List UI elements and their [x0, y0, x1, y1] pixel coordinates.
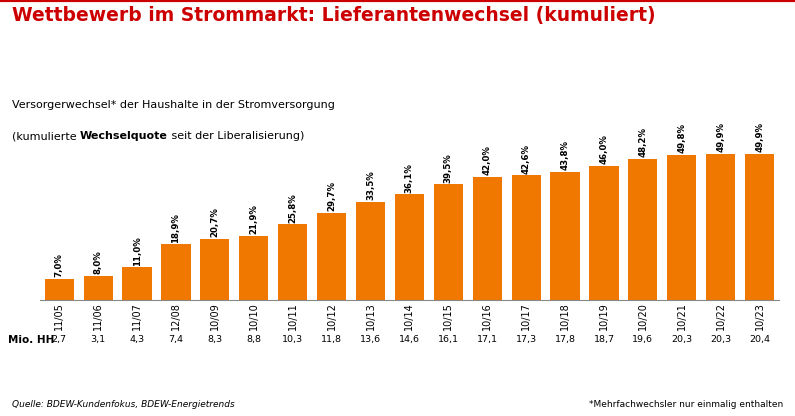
Text: 20,4: 20,4: [749, 335, 770, 344]
Text: 49,9%: 49,9%: [716, 122, 725, 152]
Text: 49,8%: 49,8%: [677, 123, 686, 153]
Bar: [745, 154, 774, 300]
Text: 18,9%: 18,9%: [172, 213, 180, 243]
Bar: [200, 239, 230, 300]
Text: 42,6%: 42,6%: [522, 144, 531, 174]
Text: 8,8: 8,8: [246, 335, 262, 344]
Text: 13,6: 13,6: [360, 335, 381, 344]
Bar: [628, 159, 657, 300]
Text: 21,9%: 21,9%: [250, 204, 258, 234]
Text: 11,0%: 11,0%: [133, 236, 142, 266]
Text: Versorgerwechsel* der Haushalte in der Stromversorgung: Versorgerwechsel* der Haushalte in der S…: [12, 100, 335, 110]
Bar: [317, 213, 346, 300]
Bar: [667, 154, 696, 300]
Text: *Mehrfachwechsler nur einmalig enthalten: *Mehrfachwechsler nur einmalig enthalten: [589, 399, 783, 409]
Bar: [356, 202, 385, 300]
Text: 46,0%: 46,0%: [599, 134, 608, 164]
Text: Mio. HH: Mio. HH: [8, 335, 54, 345]
Text: Wettbewerb im Strommarkt: Lieferantenwechsel (kumuliert): Wettbewerb im Strommarkt: Lieferantenwec…: [12, 6, 656, 25]
Bar: [122, 267, 152, 300]
Text: 49,9%: 49,9%: [755, 122, 764, 152]
Text: 7,0%: 7,0%: [55, 253, 64, 277]
Bar: [589, 166, 619, 300]
Bar: [511, 176, 541, 300]
Bar: [706, 154, 735, 300]
Text: 17,8: 17,8: [555, 335, 576, 344]
Text: 36,1%: 36,1%: [405, 163, 414, 193]
Bar: [473, 177, 502, 300]
Bar: [395, 194, 424, 300]
Text: 19,6: 19,6: [632, 335, 653, 344]
Text: 20,3: 20,3: [671, 335, 692, 344]
Text: 18,7: 18,7: [594, 335, 615, 344]
Text: 48,2%: 48,2%: [638, 127, 647, 157]
Bar: [239, 236, 269, 300]
Text: 25,8%: 25,8%: [288, 193, 297, 223]
Bar: [278, 224, 308, 300]
Bar: [45, 279, 74, 300]
Text: 29,7%: 29,7%: [327, 181, 336, 211]
Text: 8,0%: 8,0%: [94, 251, 103, 275]
Text: 11,8: 11,8: [321, 335, 342, 344]
Text: 43,8%: 43,8%: [560, 140, 569, 170]
Text: seit der Liberalisierung): seit der Liberalisierung): [168, 131, 304, 141]
Text: 39,5%: 39,5%: [444, 153, 453, 183]
Text: 16,1: 16,1: [438, 335, 459, 344]
Text: 10,3: 10,3: [282, 335, 303, 344]
Bar: [83, 276, 113, 300]
Text: 17,3: 17,3: [516, 335, 537, 344]
Text: (kumulierte: (kumulierte: [12, 131, 80, 141]
Text: Quelle: BDEW-Kundenfokus, BDEW-Energietrends: Quelle: BDEW-Kundenfokus, BDEW-Energietr…: [12, 399, 235, 409]
Bar: [434, 185, 463, 300]
Text: 2,7: 2,7: [52, 335, 67, 344]
Text: 7,4: 7,4: [169, 335, 184, 344]
Bar: [161, 245, 191, 300]
Text: 20,3: 20,3: [710, 335, 731, 344]
Text: 33,5%: 33,5%: [366, 171, 375, 200]
Text: 42,0%: 42,0%: [483, 146, 492, 176]
Text: 14,6: 14,6: [399, 335, 420, 344]
Text: Wechselquote: Wechselquote: [80, 131, 168, 141]
Text: 17,1: 17,1: [477, 335, 498, 344]
Text: 4,3: 4,3: [130, 335, 145, 344]
Bar: [550, 172, 580, 300]
Text: 3,1: 3,1: [91, 335, 106, 344]
Text: 8,3: 8,3: [207, 335, 223, 344]
Text: 20,7%: 20,7%: [211, 208, 219, 238]
